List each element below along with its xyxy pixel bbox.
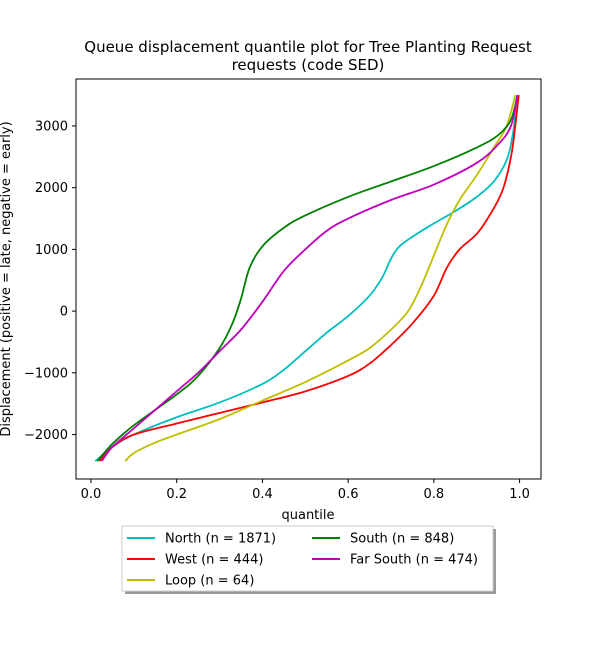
y-tick-label: 2000 xyxy=(35,181,68,196)
y-tick-label: 1000 xyxy=(35,243,68,258)
legend-label-1: West (n = 444) xyxy=(165,553,263,568)
series-line-4 xyxy=(100,94,519,462)
series-line-2 xyxy=(124,94,517,462)
chart-title-line2: requests (code SED) xyxy=(232,56,385,74)
x-tick-label: 0.6 xyxy=(338,487,359,502)
series-line-1 xyxy=(98,94,520,462)
y-tick-label: 0 xyxy=(60,305,68,320)
series-line-0 xyxy=(94,94,519,462)
x-axis: 0.0 0.2 0.4 0.6 0.8 1.0 xyxy=(81,479,530,502)
legend-label-0: North (n = 1871) xyxy=(165,532,276,547)
series-line-3 xyxy=(96,94,519,462)
legend: North (n = 1871) West (n = 444) Loop (n = … xyxy=(121,525,496,594)
plot-area xyxy=(94,94,520,462)
legend-label-3: South (n = 848) xyxy=(350,532,454,547)
chart-title-line1: Queue displacement quantile plot for Tre… xyxy=(84,38,532,56)
y-axis-label: Displacement (positive = late, negative … xyxy=(0,121,14,436)
y-axis: −2000 −1000 0 1000 2000 3000 xyxy=(24,119,76,443)
legend-label-4: Far South (n = 474) xyxy=(350,553,478,568)
x-tick-label: 0.8 xyxy=(424,487,445,502)
x-tick-label: 0.4 xyxy=(252,487,273,502)
x-tick-label: 0.2 xyxy=(166,487,187,502)
y-tick-label: −1000 xyxy=(24,366,68,381)
legend-box xyxy=(121,525,494,592)
x-tick-label: 0.0 xyxy=(81,487,102,502)
plot-frame xyxy=(75,78,542,480)
y-tick-label: −2000 xyxy=(24,428,68,443)
x-tick-label: 1.0 xyxy=(509,487,530,502)
legend-label-2: Loop (n = 64) xyxy=(165,574,254,589)
y-tick-label: 3000 xyxy=(35,119,68,134)
x-axis-label: quantile xyxy=(281,508,334,523)
